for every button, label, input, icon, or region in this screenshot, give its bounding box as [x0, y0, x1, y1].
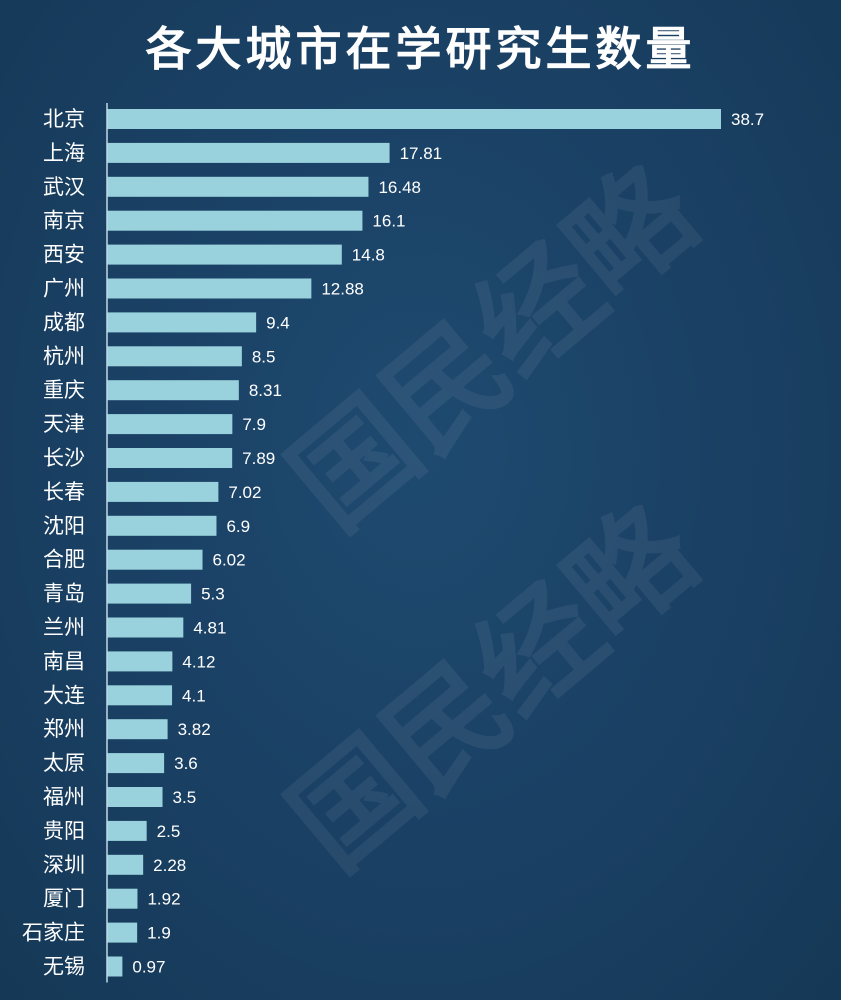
- value-label: 6.02: [213, 551, 246, 570]
- bar: [107, 820, 147, 841]
- value-label: 14.8: [352, 246, 385, 265]
- category-label: 天津: [43, 412, 85, 436]
- category-label: 重庆: [43, 378, 85, 402]
- value-label: 8.5: [252, 347, 276, 366]
- value-label: 7.9: [242, 415, 266, 434]
- bar: [107, 142, 390, 163]
- category-label: 上海: [43, 141, 85, 165]
- watermark-text-1: 国民经略: [264, 139, 724, 557]
- bar: [107, 312, 257, 333]
- chart-title: 各大城市在学研究生数量: [145, 22, 696, 76]
- bar: [107, 244, 342, 265]
- value-label: 0.97: [132, 958, 165, 977]
- value-label: 9.4: [266, 313, 290, 332]
- category-label: 成都: [43, 310, 85, 334]
- bar: [107, 210, 363, 231]
- category-label: 南京: [43, 209, 85, 233]
- bar: [107, 719, 168, 740]
- category-label: 无锡: [43, 955, 85, 979]
- category-label: 贵阳: [43, 819, 85, 843]
- bar: [107, 922, 138, 943]
- watermark-text-2: 国民经略: [264, 479, 724, 897]
- category-label: 石家庄: [22, 921, 85, 945]
- bar: [107, 278, 312, 299]
- value-label: 6.9: [226, 517, 250, 536]
- bar: [107, 109, 721, 129]
- bar: [107, 956, 123, 977]
- bar: [107, 854, 144, 875]
- bar: [107, 414, 233, 435]
- category-label: 南昌: [43, 649, 85, 673]
- category-label: 武汉: [43, 175, 85, 199]
- category-label: 太原: [43, 751, 85, 775]
- value-label: 1.92: [147, 890, 180, 909]
- value-label: 2.5: [157, 822, 181, 841]
- value-label: 7.89: [242, 449, 275, 468]
- bar: [107, 380, 239, 401]
- bar: [107, 448, 233, 468]
- value-label: 3.6: [174, 754, 198, 773]
- bar: [107, 515, 217, 536]
- value-label: 4.12: [182, 652, 215, 671]
- bar: [107, 481, 219, 502]
- value-label: 16.1: [372, 212, 405, 231]
- value-label: 3.82: [178, 720, 211, 739]
- category-label: 郑州: [43, 717, 85, 741]
- bar: [107, 651, 173, 672]
- value-label: 1.9: [147, 924, 171, 943]
- value-label: 8.31: [249, 381, 282, 400]
- category-label: 长春: [43, 480, 85, 504]
- bar: [107, 617, 184, 638]
- value-label: 3.5: [173, 788, 197, 807]
- category-label: 沈阳: [43, 514, 85, 538]
- value-label: 17.81: [400, 144, 443, 163]
- bar: [107, 346, 242, 367]
- bar: [107, 583, 192, 604]
- value-label: 38.7: [731, 110, 764, 129]
- bar: [107, 787, 163, 807]
- bar: [107, 549, 203, 570]
- category-label: 合肥: [43, 548, 85, 572]
- category-label: 长沙: [43, 446, 85, 470]
- category-label: 杭州: [43, 344, 85, 368]
- category-label: 西安: [43, 243, 85, 267]
- category-label: 北京: [43, 107, 85, 131]
- category-label: 深圳: [43, 853, 85, 877]
- category-label: 福州: [43, 785, 85, 809]
- value-label: 12.88: [321, 280, 364, 299]
- category-label: 广州: [43, 277, 85, 301]
- bar: [107, 888, 138, 909]
- value-label: 4.81: [193, 619, 226, 638]
- category-label: 青岛: [43, 582, 85, 606]
- category-label: 兰州: [43, 616, 85, 640]
- category-label: 大连: [43, 683, 85, 707]
- value-label: 5.3: [201, 585, 225, 604]
- bars-group: 北京 38.7 上海 17.81 武汉 16.48 南京 16.1 西安 14.8 广州 12.88 成…: [22, 107, 764, 979]
- value-label: 16.48: [378, 178, 421, 197]
- value-label: 2.28: [153, 856, 186, 875]
- category-label: 厦门: [43, 887, 85, 911]
- bar: [107, 176, 369, 197]
- value-label: 7.02: [228, 483, 261, 502]
- value-label: 4.1: [182, 686, 206, 705]
- bar: [107, 685, 173, 706]
- bar: [107, 753, 165, 774]
